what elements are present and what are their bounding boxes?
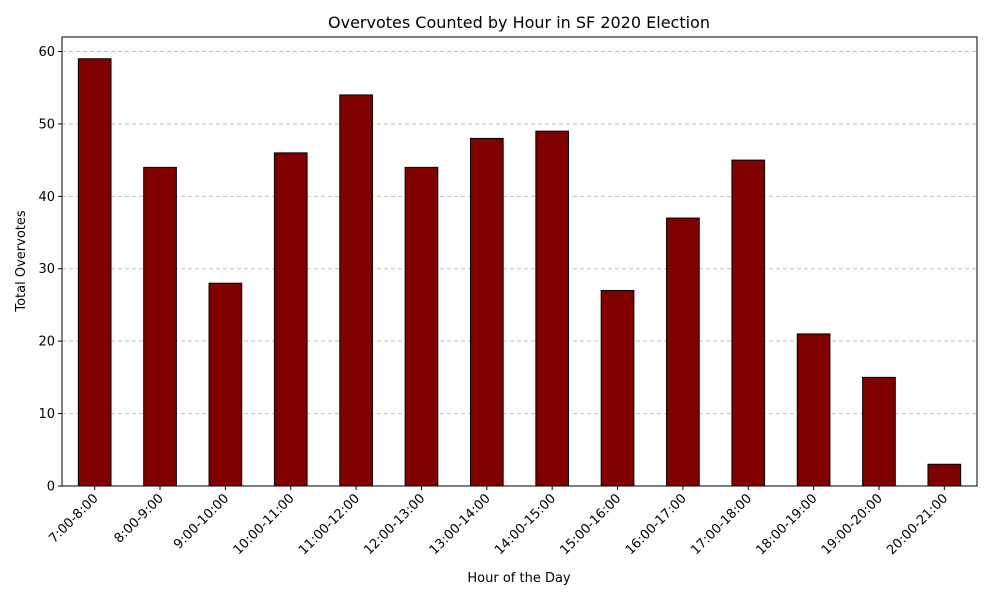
x-tick-label: 9:00-10:00 — [171, 491, 232, 552]
bar — [796, 333, 831, 487]
y-tick-label: 20 — [38, 335, 55, 350]
bar — [77, 58, 112, 487]
y-tick-label: 50 — [38, 117, 55, 132]
bar — [404, 166, 439, 487]
bars — [77, 58, 962, 487]
x-tick-label: 12:00-13:00 — [361, 491, 428, 558]
bar — [666, 217, 700, 487]
bar — [600, 289, 635, 487]
y-tick-label: 30 — [38, 262, 55, 277]
y-tick-label: 10 — [38, 407, 55, 422]
bar — [273, 152, 308, 487]
x-axis-ticks: 7:00-8:00 8:00-9:00 9:00-10:0010:00-11:001… — [46, 486, 951, 558]
x-tick-label: 10:00-11:00 — [231, 491, 298, 558]
x-tick-label: 15:00-16:00 — [557, 491, 624, 558]
y-tick-label: 0 — [47, 480, 55, 495]
bar — [339, 94, 373, 487]
x-tick-label: 8:00-9:00 — [112, 491, 167, 546]
x-axis-label: Hour of the Day — [467, 571, 571, 586]
x-tick-label: 7:00-8:00 — [46, 491, 101, 546]
x-tick-label: 13:00-14:00 — [427, 491, 494, 558]
x-tick-label: 14:00-15:00 — [492, 491, 559, 558]
x-tick-label: 11:00-12:00 — [296, 491, 363, 558]
x-tick-label: 18:00-19:00 — [754, 491, 821, 558]
bar — [208, 282, 243, 487]
plot-frame — [61, 36, 978, 487]
x-tick-label: 20:00-21:00 — [884, 491, 951, 558]
y-axis-ticks: 0 10 20 30 40 50 60 — [38, 45, 62, 495]
bar — [469, 137, 504, 487]
bar — [927, 463, 962, 487]
gridlines — [62, 50, 977, 415]
y-axis-label: Total Overvotes — [14, 210, 29, 313]
bar — [535, 130, 570, 487]
y-tick-label: 40 — [38, 190, 55, 205]
bar — [862, 376, 896, 487]
x-tick-label: 19:00-20:00 — [819, 491, 886, 558]
bar — [143, 166, 177, 487]
x-tick-label: 17:00-18:00 — [688, 491, 755, 558]
y-tick-label: 60 — [38, 45, 55, 60]
x-tick-label: 16:00-17:00 — [623, 491, 690, 558]
bar — [731, 159, 766, 487]
chart-title: Overvotes Counted by Hour in SF 2020 Ele… — [328, 13, 710, 32]
